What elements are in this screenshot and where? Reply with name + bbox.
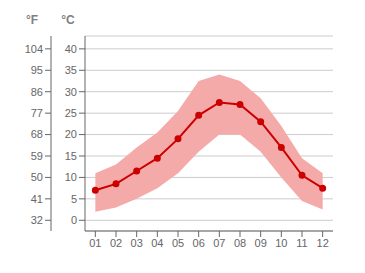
svg-text:59: 59 (31, 150, 43, 162)
svg-text:07: 07 (213, 237, 225, 249)
svg-text:25: 25 (65, 107, 77, 119)
svg-text:32: 32 (31, 214, 43, 226)
svg-text:°C: °C (61, 13, 75, 27)
svg-text:09: 09 (255, 237, 267, 249)
svg-text:12: 12 (317, 237, 329, 249)
svg-text:86: 86 (31, 86, 43, 98)
svg-text:40: 40 (65, 43, 77, 55)
svg-text:5: 5 (71, 193, 77, 205)
svg-text:01: 01 (89, 237, 101, 249)
svg-text:10: 10 (275, 237, 287, 249)
svg-text:95: 95 (31, 64, 43, 76)
svg-text:08: 08 (234, 237, 246, 249)
svg-text:20: 20 (65, 128, 77, 140)
svg-text:68: 68 (31, 128, 43, 140)
svg-text:104: 104 (25, 43, 43, 55)
svg-text:05: 05 (172, 237, 184, 249)
svg-text:06: 06 (193, 237, 205, 249)
svg-text:77: 77 (31, 107, 43, 119)
svg-text:50: 50 (31, 171, 43, 183)
svg-text:11: 11 (296, 237, 307, 249)
svg-text:04: 04 (151, 237, 163, 249)
svg-text:41: 41 (31, 193, 43, 205)
svg-text:0: 0 (71, 214, 77, 226)
svg-text:15: 15 (65, 150, 77, 162)
svg-text:35: 35 (65, 64, 77, 76)
svg-text:02: 02 (110, 237, 122, 249)
svg-text:10: 10 (65, 171, 77, 183)
svg-text:°F: °F (26, 13, 38, 27)
svg-text:03: 03 (131, 237, 143, 249)
svg-text:30: 30 (65, 86, 77, 98)
